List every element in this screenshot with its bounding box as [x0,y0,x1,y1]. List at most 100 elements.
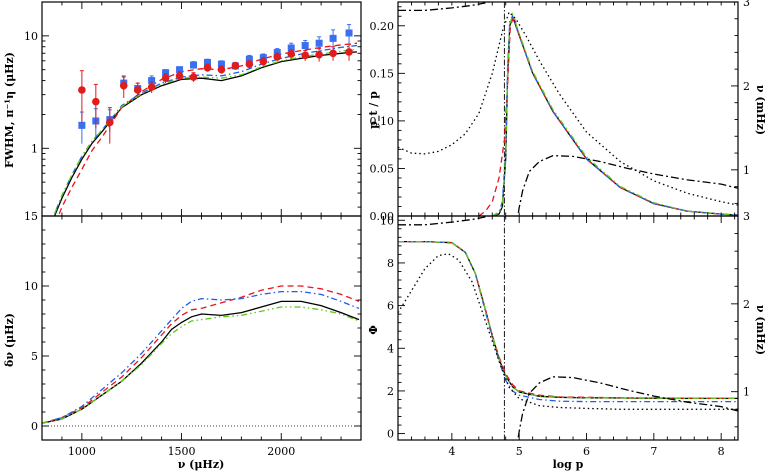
obs-blue-squares-point [78,121,86,129]
obs-red-circles-point [231,62,240,70]
phase-series-blue [398,240,738,403]
obs-red-circles-point [161,74,170,83]
obs-red-circles-point [189,73,198,81]
obs-red-circles-point [217,65,226,74]
phase-xtick-label: 7 [650,445,657,458]
phase-right-ylabel: ν (mHz) [754,305,765,355]
fwhm-frame [41,1,362,217]
fwhm-ticks: 1 10 [24,1,362,216]
obs-blue-squares-point [345,29,353,37]
pressure-ytick-label: 0.10 [370,115,395,128]
phase-series-green [398,240,738,400]
fwhm-ytick-label: 1 [31,142,38,155]
obs-red-circles-point [175,72,184,80]
pressure-ytick-label: 0.00 [370,210,395,223]
obs-red-circles-point [105,118,114,127]
obs-red-circles-point [287,50,296,58]
dnu-ytick-label: 0 [31,420,38,433]
phase-series-black [398,240,738,400]
pressure-series-dotted [398,10,738,206]
obs-red-circles-point [203,63,212,72]
dnu-series-green [42,306,360,424]
dnu-ytick-label: 15 [24,210,38,223]
phase-ylabel: Φ [367,325,380,335]
phase-ytick-label: 2 [387,385,394,398]
fwhm-series-model-black [53,51,358,216]
pressure-series-green [492,12,738,216]
phase-frame [397,215,739,441]
pressure-series-black [492,14,738,216]
fwhm-ytick-label: 10 [24,30,38,43]
dnu-panel: 1000 1500 2000 0 5 10 15 δν (μHz) ν (μHz) [3,210,362,471]
pressure-ytick-label: 0.15 [370,67,395,80]
obs-blue-squares-point [162,69,170,77]
pressure-series-blue [491,14,738,216]
obs-blue-squares-point [287,44,295,52]
obs-blue-squares-point [203,58,211,66]
pressure-right-ylabel: ν (mHz) [754,85,765,135]
obs-blue-squares-point [273,49,281,57]
obs-blue-squares-point [301,42,309,50]
phase-xtick-label: 6 [583,445,590,458]
dnu-ytick-label: 10 [24,280,38,293]
pressure-right-ytick-label: 1 [743,164,750,177]
phase-series-dotted [398,253,738,410]
pressure-ytick-label: 0.05 [370,162,395,175]
obs-red-circles-point [245,60,254,68]
phase-series [398,216,738,440]
obs-red-circles-point [345,48,353,56]
pressure-series [398,2,738,216]
obs-red-circles-point [133,86,142,94]
dnu-frame [41,215,362,441]
fwhm-ylabel: FWHM, π⁻¹η (μHz) [3,52,16,168]
obs-blue-squares-point [217,60,225,68]
dnu-xlabel: ν (μHz) [178,458,225,471]
obs-blue-squares-point [329,34,337,42]
obs-red-circles-point [273,53,282,61]
phase-ytick-label: 4 [387,342,394,355]
obs-red-circles-point [92,97,100,106]
phase-series-red [398,240,738,400]
dnu-ytick-label: 5 [31,350,38,363]
phase-ytick-label: 0 [387,428,394,441]
obs-blue-squares-point [148,77,156,85]
obs-red-circles-point [259,57,268,66]
fwhm-series-model-red [57,42,358,216]
phase-xtick-label: 4 [448,445,455,458]
pressure-right-ytick-label: 2 [743,80,750,93]
fwhm-series [52,24,358,216]
obs-blue-squares-point [315,39,323,47]
pressure-frame [397,1,739,217]
dnu-series-blue [42,290,360,424]
dnu-xtick-label: 1500 [168,445,196,458]
pressure-ticks: 0.00 0.05 0.10 0.15 0.20 1 2 3 [370,0,751,223]
dnu-xtick-label: 1000 [68,445,96,458]
dnu-series-black [42,300,360,424]
pressure-series-dashdot-bottom [517,154,738,216]
phase-ytick-label: 6 [387,300,394,313]
obs-blue-squares-point [190,61,198,69]
pressure-ylabel: p_t / p [367,91,381,129]
pressure-right-ytick-label: 3 [743,0,750,9]
phase-ytick-label: 10 [380,214,394,227]
obs-red-circles-point [147,83,156,91]
dnu-xtick-label: 2000 [267,445,295,458]
obs-red-circles-point [78,86,86,94]
phase-right-ytick-label: 1 [743,386,750,399]
obs-red-circles-point [119,81,128,90]
fwhm-series-model-green [52,48,358,216]
obs-red-circles-point [329,49,337,58]
phase-right-ytick-label: 2 [743,298,750,311]
phase-xlabel: log p [553,458,584,471]
phase-ytick-label: 8 [387,257,394,270]
obs-blue-squares-point [245,55,253,63]
pressure-ytick-label: 0.20 [370,20,395,33]
dnu-ylabel: δν (μHz) [3,313,16,367]
pressure-panel: 0.00 0.05 0.10 0.15 0.20 1 2 3 p_t / p ν (mHz) [367,0,765,223]
dnu-ticks: 1000 1500 2000 0 5 10 15 [24,210,362,458]
pressure-series-red [478,14,738,216]
phase-xtick-label: 8 [718,445,725,458]
